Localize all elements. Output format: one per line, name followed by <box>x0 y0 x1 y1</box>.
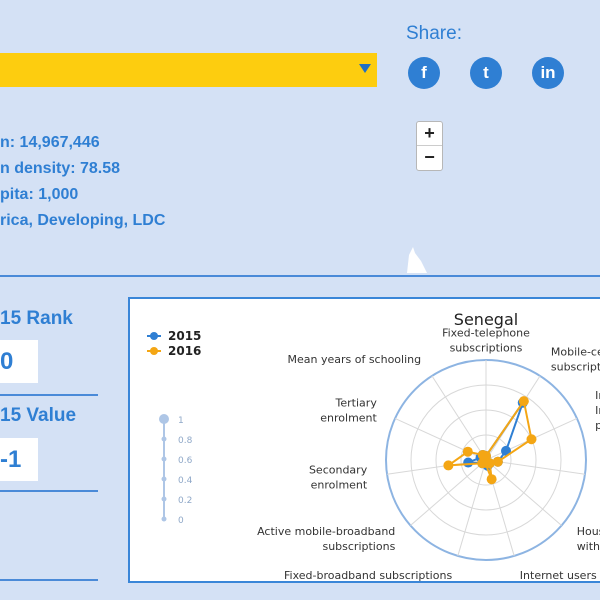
axis-label: pe <box>595 419 600 432</box>
axis-label: Int <box>595 404 600 417</box>
value-label: 15 Value <box>0 405 77 426</box>
map-zoom-control: + − <box>416 121 443 171</box>
rank-value: 0 <box>0 340 38 383</box>
scale-label: 0.6 <box>178 456 193 466</box>
data-point-2015 <box>501 445 512 456</box>
axis-label: subscriptions <box>322 540 395 553</box>
axis-label: Int <box>595 389 600 402</box>
chevron-down-icon[interactable] <box>359 64 371 73</box>
axis-label: Active mobile-broadband <box>257 525 395 538</box>
scale-label: 0.8 <box>178 436 193 446</box>
axis-label: enrolment <box>320 412 377 425</box>
scale-tick <box>161 476 167 482</box>
chart-title: Senegal <box>454 310 518 329</box>
data-point-2016 <box>477 449 488 460</box>
share-label: Share: <box>406 23 462 44</box>
legend-label: 2015 <box>168 329 201 343</box>
axis-label: Fixed-broadband subscriptions <box>284 569 452 582</box>
section-divider <box>0 275 600 277</box>
scale-label: 0.4 <box>178 476 193 486</box>
scale-tick <box>161 496 167 502</box>
axis-label: House <box>577 525 600 538</box>
scale-tick <box>159 414 169 424</box>
groups-text: rica, Developing, LDC <box>0 212 166 229</box>
axis-label: Mean years of schooling <box>287 353 421 366</box>
density-text: n density: 78.58 <box>0 160 121 177</box>
scale-tick <box>161 516 167 522</box>
divider <box>0 394 98 396</box>
axis-spoke <box>485 459 562 526</box>
twitter-icon[interactable]: t <box>470 57 502 89</box>
facebook-icon[interactable]: f <box>408 57 440 89</box>
data-point-2016 <box>443 460 454 471</box>
axis-label: Internet users <box>520 569 597 582</box>
linkedin-icon[interactable]: in <box>532 57 564 89</box>
axis-spoke <box>410 459 487 526</box>
data-point-2016 <box>526 434 537 445</box>
scale-label: 0 <box>178 516 184 526</box>
zoom-out-button[interactable]: − <box>424 147 435 167</box>
data-point-2015 <box>463 457 474 468</box>
axis-label: with In <box>577 540 600 553</box>
data-point-2016 <box>492 456 503 467</box>
legend-marker <box>150 347 158 355</box>
divider <box>0 579 98 581</box>
axis-label: subscription <box>551 361 600 374</box>
legend-label: 2016 <box>168 344 201 358</box>
axis-spoke <box>431 375 487 461</box>
scale-label: 1 <box>178 416 184 426</box>
zoom-in-button[interactable]: + <box>417 122 442 146</box>
radar-chart: Senegal Fixed-telephone subscriptions Mobil… <box>128 297 600 583</box>
scale-tick <box>161 456 167 462</box>
value-value: -1 <box>0 438 38 481</box>
axis-label: subscriptions <box>450 342 523 355</box>
scale-tick <box>161 436 167 442</box>
rank-label: 15 Rank <box>0 308 73 329</box>
country-stats: n: 14,967,446 n density: 78.58 pita: 1,0… <box>0 130 165 234</box>
axis-label: Secondary <box>309 464 368 477</box>
country-select[interactable] <box>0 53 377 87</box>
axis-spoke <box>457 459 487 557</box>
per-capita-text: pita: 1,000 <box>0 186 79 203</box>
map-country-shape <box>407 247 427 273</box>
data-point-2016 <box>518 396 529 407</box>
data-point-2016 <box>486 474 497 485</box>
axis-label: Fixed-telephone <box>442 327 530 340</box>
legend-marker <box>150 332 158 340</box>
data-point-2016 <box>477 458 488 469</box>
data-point-2016 <box>462 446 473 457</box>
axis-label: Tertiary <box>335 397 378 410</box>
divider <box>0 490 98 492</box>
population-text: n: 14,967,446 <box>0 134 100 151</box>
axis-label: Mobile-cell <box>551 346 600 359</box>
axis-label: enrolment <box>311 479 368 492</box>
scale-label: 0.2 <box>178 496 192 506</box>
